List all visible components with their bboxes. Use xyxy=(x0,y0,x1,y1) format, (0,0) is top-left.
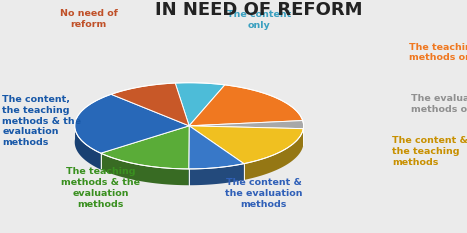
Text: No need of
reform: No need of reform xyxy=(60,9,118,29)
Polygon shape xyxy=(175,83,225,126)
Polygon shape xyxy=(75,94,189,153)
Polygon shape xyxy=(75,123,101,169)
Polygon shape xyxy=(111,83,189,126)
Polygon shape xyxy=(189,120,304,129)
Polygon shape xyxy=(189,164,244,185)
Text: IN NEED OF REFORM: IN NEED OF REFORM xyxy=(156,1,363,19)
Text: The teaching
methods & the
evaluation
methods: The teaching methods & the evaluation me… xyxy=(61,167,140,209)
Polygon shape xyxy=(101,153,189,185)
Polygon shape xyxy=(101,126,189,169)
Polygon shape xyxy=(189,85,303,126)
Text: The content
only: The content only xyxy=(227,10,291,30)
Polygon shape xyxy=(244,129,303,180)
Polygon shape xyxy=(189,126,303,164)
Text: The content &
the evaluation
methods: The content & the evaluation methods xyxy=(225,178,303,209)
Text: The content,
the teaching
methods & the
evaluation
methods: The content, the teaching methods & the … xyxy=(2,95,81,147)
Text: The evaluation
methods only: The evaluation methods only xyxy=(411,94,467,113)
Text: The content &
the teaching
methods: The content & the teaching methods xyxy=(392,136,467,167)
Polygon shape xyxy=(189,126,244,169)
Text: The teaching
methods only: The teaching methods only xyxy=(409,43,467,62)
